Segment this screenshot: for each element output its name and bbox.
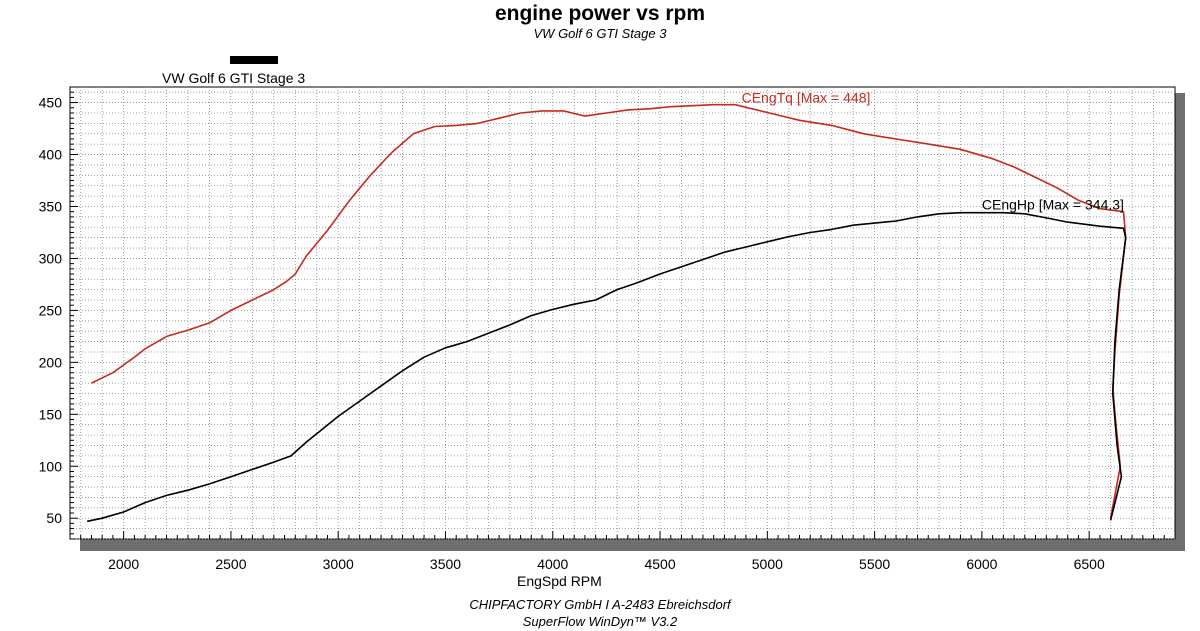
legend-label: VW Golf 6 GTI Stage 3 [162,70,306,86]
footer-software: SuperFlow WinDyn™ V3.2 [522,614,678,629]
x-axis-label: EngSpd RPM [517,573,602,589]
power-max-annotation: CEngHp [Max = 344.3] [982,197,1124,213]
x-tick-label: 2500 [215,556,246,572]
y-tick-label: 400 [39,147,63,163]
x-tick-label: 5000 [752,556,783,572]
series-line-cengtq [91,103,1127,519]
legend-swatch [230,56,278,64]
x-tick-label: 6000 [966,556,997,572]
x-tick-label: 3000 [323,556,354,572]
y-tick-label: 100 [39,458,63,474]
legend: VW Golf 6 GTI Stage 3 [160,56,350,90]
plot-shadow-bottom [80,539,1185,551]
x-tick-label: 5500 [859,556,890,572]
chart-subtitle: VW Golf 6 GTI Stage 3 [533,26,667,41]
y-tick-label: 300 [39,250,63,266]
chart-title: engine power vs rpm [494,2,706,25]
torque-max-annotation: CEngTq [Max = 448] [742,90,871,106]
footer-company: CHIPFACTORY GmbH I A-2483 Ebreichsdorf [469,597,731,612]
x-tick-label: 2000 [108,556,139,572]
plot-shadow-right [1175,93,1185,551]
x-tick-label: 4000 [537,556,568,572]
y-tick-label: 450 [39,95,63,111]
plot-area [69,86,1176,540]
y-tick-label: 50 [46,510,62,526]
x-tick-label: 4500 [644,556,675,572]
y-tick-label: 350 [39,198,63,214]
series-line-cenghp [87,211,1127,523]
y-tick-label: 150 [39,406,63,422]
x-tick-label: 3500 [430,556,461,572]
y-tick-label: 200 [39,354,63,370]
y-tick-label: 250 [39,302,63,318]
x-tick-label: 6500 [1074,556,1105,572]
